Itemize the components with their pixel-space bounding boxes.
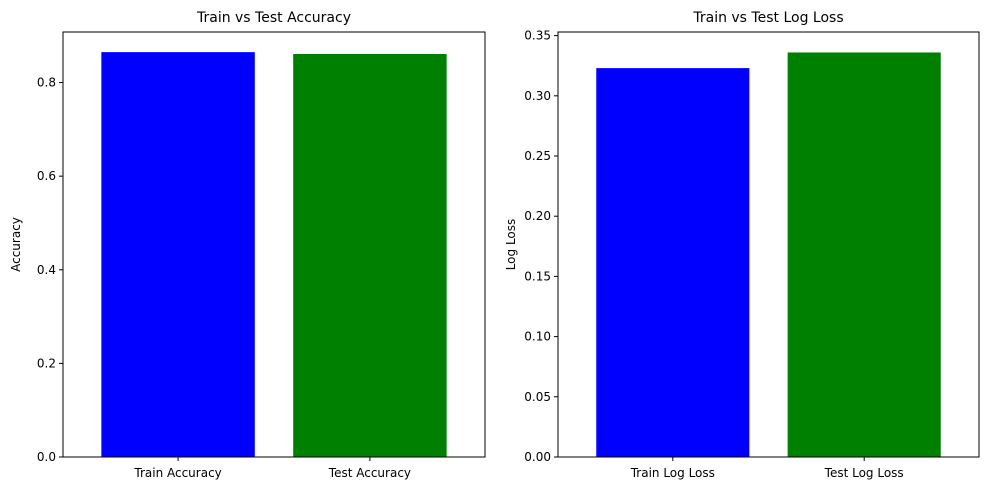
y-tick-label: 0.6 [37, 169, 56, 183]
y-tick-label: 0.30 [524, 89, 551, 103]
y-tick-label: 0.05 [524, 390, 551, 404]
bar-1 [596, 68, 750, 458]
y-tick-label: 0.20 [524, 209, 551, 223]
axes-frame [62, 31, 486, 458]
chart-panel-1: 0.0 0.2 0.4 0.6 0.8 Train Accuracy Test Accura… [9, 10, 486, 480]
chart-title: Train vs Test Accuracy [196, 10, 351, 26]
y-tick-label: 0.35 [524, 29, 551, 43]
bar-2 [787, 52, 941, 457]
bar-2 [293, 54, 447, 457]
y-tick-label: 0.2 [37, 356, 56, 370]
y-tick-label: 0.0 [37, 450, 56, 464]
y-tick-label: 0.00 [524, 450, 551, 464]
y-axis-label: Log Loss [504, 219, 518, 271]
chart-title: Train vs Test Log Loss [692, 10, 843, 26]
y-tick-label: 0.8 [37, 76, 56, 90]
x-tick-label: Train Accuracy [133, 466, 221, 480]
y-tick-label: 0.25 [524, 149, 551, 163]
y-tick-label: 0.15 [524, 269, 551, 283]
x-tick-label: Train Log Loss [630, 466, 715, 480]
y-tick-label: 0.10 [524, 330, 551, 344]
x-tick-label: Test Log Loss [824, 466, 904, 480]
bar-1 [101, 52, 255, 457]
y-axis-label: Accuracy [9, 217, 23, 272]
chart-panel-2: 0.00 0.05 0.10 0.15 0.20 0.25 0.30 0.35 Train Lo… [504, 10, 980, 480]
y-tick-label: 0.4 [37, 263, 56, 277]
axes-frame [557, 31, 980, 458]
x-tick-label: Test Accuracy [328, 466, 411, 480]
